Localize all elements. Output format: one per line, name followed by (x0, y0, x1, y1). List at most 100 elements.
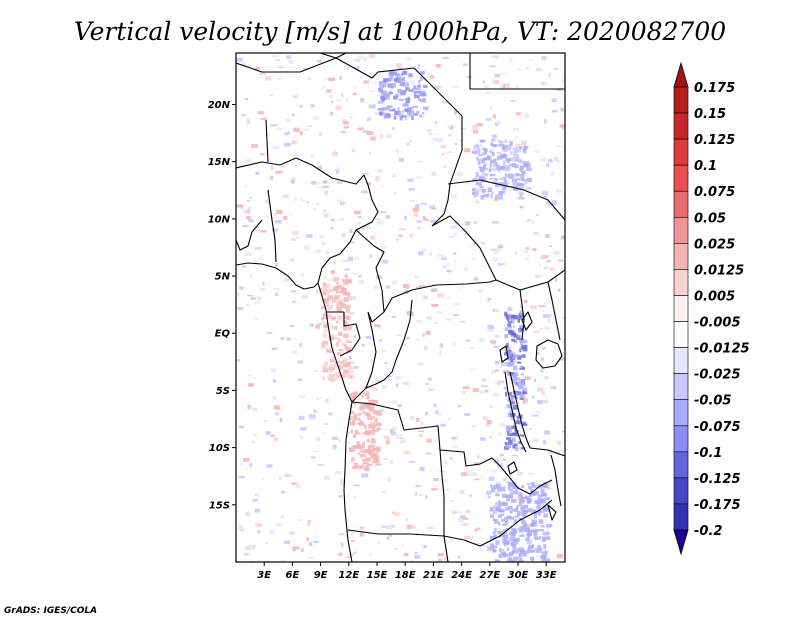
field-feature-cell (516, 382, 520, 387)
field-feature-cell (327, 292, 330, 297)
field-speckle (559, 448, 562, 452)
field-speckle (254, 494, 259, 497)
field-feature-cell (540, 488, 545, 493)
field-speckle (284, 473, 292, 478)
field-feature-cell (340, 301, 344, 307)
field-speckle (544, 430, 550, 435)
field-feature-cell (413, 113, 418, 116)
field-feature-cell (367, 413, 371, 418)
field-speckle (430, 289, 437, 292)
field-feature-cell (503, 543, 507, 546)
field-feature-cell (377, 101, 384, 104)
field-feature-cell (497, 195, 503, 198)
field-feature-cell (345, 339, 351, 342)
field-speckle (371, 438, 376, 441)
field-speckle (519, 305, 523, 308)
field-feature-cell (527, 508, 532, 513)
field-feature-cell (501, 190, 506, 194)
field-speckle (473, 277, 479, 281)
field-feature-cell (510, 416, 515, 420)
field-feature-cell (541, 557, 547, 560)
field-feature-cell (364, 457, 371, 462)
field-speckle (480, 385, 488, 388)
field-feature-cell (409, 111, 412, 117)
field-feature-cell (401, 71, 408, 75)
field-speckle (254, 508, 260, 513)
field-speckle (523, 299, 528, 303)
field-feature-cell (519, 325, 524, 330)
field-speckle (250, 297, 257, 300)
colorbar-label: 0.075 (694, 185, 735, 200)
field-feature-cell (322, 282, 327, 288)
field-feature-cell (322, 292, 327, 296)
field-speckle (343, 66, 348, 71)
x-tick-label: 33E (536, 570, 557, 581)
field-speckle (497, 463, 503, 467)
field-speckle (476, 123, 483, 127)
field-speckle (248, 545, 254, 549)
field-feature-cell (363, 411, 366, 415)
field-feature-cell (352, 419, 356, 424)
colorbar-swatch (673, 477, 689, 505)
field-speckle (401, 440, 406, 443)
field-speckle (381, 525, 387, 528)
field-speckle (289, 212, 292, 215)
field-feature-cell (322, 340, 329, 345)
field-feature-cell (509, 374, 515, 377)
field-feature-cell (422, 84, 428, 89)
field-feature-cell (330, 378, 335, 382)
field-feature-cell (347, 325, 353, 330)
field-speckle (380, 134, 383, 139)
field-speckle (528, 473, 535, 475)
field-speckle (322, 180, 328, 184)
colorbar-label: -0.125 (694, 472, 741, 487)
field-feature-cell (322, 376, 325, 380)
field-speckle (492, 134, 497, 139)
field-speckle (489, 435, 492, 439)
field-feature-cell (365, 449, 369, 453)
field-speckle (501, 380, 505, 384)
field-feature-cell (359, 465, 365, 469)
field-speckle (354, 551, 357, 554)
field-feature-cell (350, 429, 353, 433)
field-feature-cell (499, 141, 504, 146)
field-speckle (495, 381, 502, 384)
field-speckle (257, 530, 261, 534)
field-speckle (532, 248, 537, 251)
field-speckle (453, 232, 459, 236)
field-speckle (519, 205, 524, 209)
field-feature-cell (536, 505, 541, 509)
field-feature-cell (341, 278, 348, 282)
field-speckle (304, 245, 310, 250)
field-feature-cell (478, 154, 482, 157)
field-speckle (486, 490, 492, 495)
field-feature-cell (321, 342, 324, 347)
field-feature-cell (331, 373, 334, 379)
field-feature-cell (529, 550, 533, 553)
field-speckle (487, 324, 495, 330)
field-feature-cell (536, 511, 542, 514)
field-speckle (487, 546, 493, 551)
field-feature-cell (503, 539, 510, 545)
field-speckle (435, 121, 438, 124)
field-feature-cell (518, 559, 524, 562)
field-speckle (242, 209, 247, 213)
field-speckle (330, 218, 335, 222)
field-feature-cell (393, 95, 398, 100)
field-feature-cell (477, 182, 483, 186)
field-feature-cell (519, 194, 523, 199)
field-feature-cell (328, 313, 332, 319)
border-gabon (326, 311, 361, 357)
field-speckle (423, 545, 427, 549)
field-speckle (274, 220, 282, 224)
field-speckle (439, 343, 444, 348)
field-feature-cell (505, 444, 512, 449)
field-speckle (392, 126, 395, 131)
field-speckle (315, 249, 322, 254)
border-south-sudan (495, 269, 565, 291)
field-feature-cell (357, 466, 362, 470)
field-speckle (365, 225, 371, 230)
field-feature-cell (357, 444, 364, 448)
field-feature-cell (382, 83, 387, 88)
field-speckle (275, 522, 283, 527)
